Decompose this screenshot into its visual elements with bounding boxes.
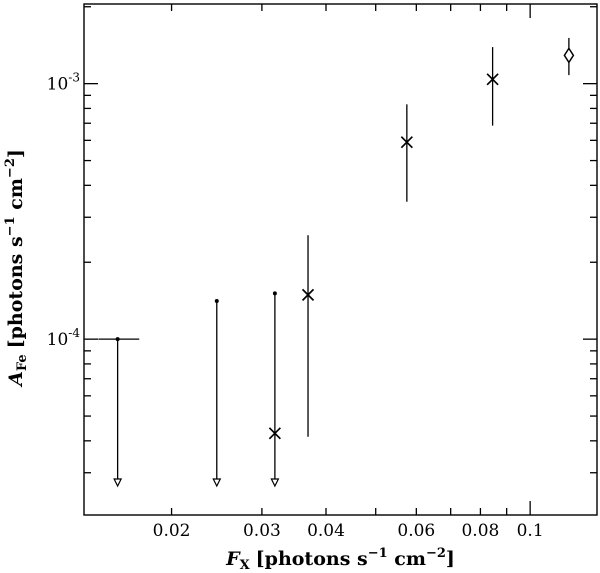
y-tick-label: 10-3 [47,71,80,95]
x-axis-symbol: F [225,548,241,570]
y-tick-label-base: 10 [47,330,69,350]
data-point-cross [400,136,413,149]
x-axis-label: FX [photons s−1 cm−2] [225,546,455,573]
y-tick-label: 10-4 [47,326,81,350]
axis-ticks [84,4,597,515]
upper-limit-point [214,299,219,304]
x-axis-units-pre: [photons s [256,548,368,570]
tick-labels: 0.02 0.03 0.04 0.06 0.08 0.110-410-3 [47,71,544,541]
x-axis-units-sup2: −2 [426,546,446,561]
x-tick-label: 0.03 [243,521,281,541]
upper-limit-arrow [270,478,280,488]
y-axis-units-post: ] [5,149,27,158]
upper-limit-arrow [212,478,222,488]
upper-limit-point [272,291,277,296]
x-axis-units-post: ] [446,548,455,570]
y-axis-units-pre: [photons s [5,236,27,348]
y-axis-units-mid: cm [5,178,27,216]
data-point-cross [486,73,499,86]
x-tick-label: 0.08 [461,521,499,541]
data-point-cross [301,288,315,302]
y-tick-label-exponent: -3 [68,71,80,85]
x-axis-units-mid: cm [388,548,426,570]
x-tick-label: 0.02 [153,521,191,541]
x-tick-label: 0.1 [517,521,544,541]
y-axis-units-sup1: −1 [3,216,18,236]
plot-frame [83,3,598,516]
y-axis-symbol: A [5,371,27,388]
x-tick-label: 0.04 [307,521,345,541]
y-axis-label: AFe [photons s−1 cm−2] [3,149,30,388]
y-axis-subscript: Fe [15,354,30,371]
upper-limit-arrow [113,478,123,488]
data-point-diamond [563,47,575,64]
x-axis-units-sup1: −1 [368,546,388,561]
y-tick-label-exponent: -4 [68,326,80,340]
y-tick-label-base: 10 [47,75,69,95]
y-axis-units-sup2: −2 [3,158,18,178]
data-point-cross [268,427,281,440]
x-axis-subscript: X [240,558,251,573]
data-points [98,37,575,488]
x-tick-label: 0.06 [397,521,435,541]
